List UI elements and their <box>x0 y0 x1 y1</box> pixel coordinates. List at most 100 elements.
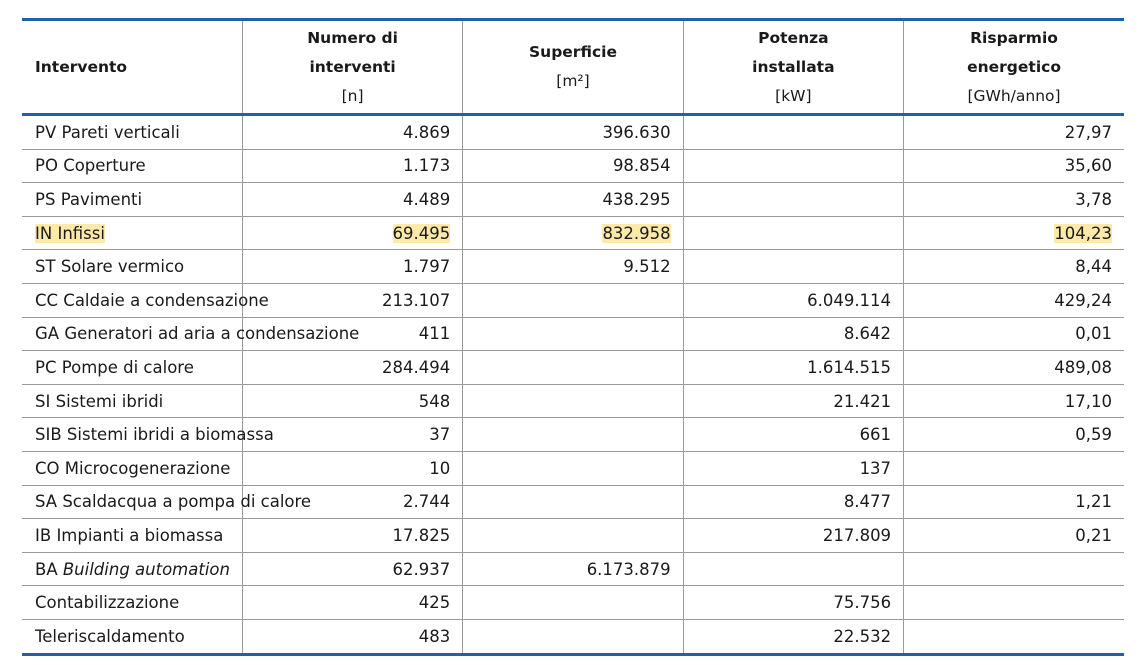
column-header: Potenza installata [kW] <box>682 19 904 116</box>
table-row: BA Building automation 62.937 6.173.879 <box>22 551 1124 586</box>
value-text: 661 <box>859 425 892 445</box>
value-cell: 548 <box>241 383 463 418</box>
value-text: 0,01 <box>1075 324 1112 344</box>
column-header: Intervento <box>22 19 243 116</box>
header-title: installata <box>752 57 835 76</box>
value-cell: 489,08 <box>903 350 1124 385</box>
label-text: Teleriscaldamento <box>35 627 185 646</box>
value-cell: 98.854 <box>462 148 684 183</box>
data-table: Intervento Numero di interventi [n] Superfic… <box>22 18 1124 656</box>
value-text: 8.642 <box>843 324 892 344</box>
label-code: CO <box>35 458 60 478</box>
value-text: 4.869 <box>403 122 451 142</box>
label-name: Scaldacqua a pompa di calore <box>62 492 312 512</box>
label-code: BA <box>35 559 58 579</box>
value-cell: 62.937 <box>241 551 463 586</box>
value-text: 21.421 <box>833 391 892 411</box>
row-label: Teleriscaldamento <box>22 618 243 654</box>
label-code: GA <box>35 324 60 344</box>
value-text: 137 <box>859 458 892 478</box>
value-text: 1.614.515 <box>807 357 892 377</box>
value-text: 0,59 <box>1075 425 1112 445</box>
label-text: SI Sistemi ibridi <box>35 392 163 411</box>
header-unit: [n] <box>341 86 364 105</box>
value-cell: 213.107 <box>241 282 463 318</box>
value-cell: 137 <box>682 450 904 486</box>
row-label: IN Infissi <box>22 215 243 250</box>
value-cell: 6.173.879 <box>462 551 684 586</box>
value-text: 438.295 <box>602 189 671 209</box>
label-name: Generatori ad aria a condensazione <box>64 324 360 344</box>
value-cell: 429,24 <box>903 282 1124 318</box>
row-label: SIB Sistemi ibridi a biomassa <box>22 417 274 452</box>
value-cell <box>682 182 904 217</box>
value-text: 1.173 <box>403 156 451 176</box>
value-text: 548 <box>418 391 451 411</box>
column-header: Risparmio energetico [GWh/anno] <box>903 19 1124 116</box>
value-cell: 661 <box>682 417 904 452</box>
column-header: Numero di interventi [n] <box>241 19 463 116</box>
value-cell <box>462 316 684 351</box>
value-text: 69.495 <box>392 223 451 243</box>
label-name: Impianti a biomassa <box>56 525 224 545</box>
table-row: SIB Sistemi ibridi a biomassa 37 661 0,59 <box>22 417 1124 452</box>
label-code: IN <box>35 223 53 243</box>
label-text: BA Building automation <box>35 560 230 579</box>
value-cell: 75.756 <box>682 585 904 620</box>
header-title: Intervento <box>35 57 128 76</box>
row-label: Contabilizzazione <box>22 585 243 620</box>
value-cell <box>682 148 904 183</box>
row-label: PS Pavimenti <box>22 182 243 217</box>
value-text: 411 <box>418 324 451 344</box>
value-cell: 411 <box>241 316 463 351</box>
value-cell: 22.532 <box>682 618 904 654</box>
label-text: SA Scaldacqua a pompa di calore <box>35 492 311 511</box>
label-name: Microcogenerazione <box>64 458 231 478</box>
table-row: PO Coperture 1.173 98.854 35,60 <box>22 148 1124 183</box>
value-text: 35,60 <box>1064 156 1112 176</box>
value-cell: 4.869 <box>241 114 463 150</box>
label-code: PS <box>35 189 56 209</box>
label-name: Pareti verticali <box>61 122 180 142</box>
label-code: SI <box>35 391 51 411</box>
value-text: 284.494 <box>382 357 451 377</box>
value-text: 6.173.879 <box>586 559 671 579</box>
header-title: Numero di <box>307 28 398 47</box>
value-cell: 4.489 <box>241 182 463 217</box>
label-name: Pompe di calore <box>61 357 194 377</box>
value-cell: 2.744 <box>241 484 463 519</box>
table-row: PS Pavimenti 4.489 438.295 3,78 <box>22 182 1124 217</box>
label-name: Coperture <box>63 156 146 176</box>
table-row: ST Solare vermico 1.797 9.512 8,44 <box>22 249 1124 284</box>
table-row: SI Sistemi ibridi 548 21.421 17,10 <box>22 383 1124 418</box>
value-cell <box>682 114 904 150</box>
label-text: PS Pavimenti <box>35 190 142 209</box>
value-text: 104,23 <box>1054 223 1112 243</box>
value-text: 832.958 <box>602 223 671 243</box>
label-text: ST Solare vermico <box>35 257 184 276</box>
value-cell: 217.809 <box>682 518 904 553</box>
value-text: 6.049.114 <box>807 290 892 310</box>
value-text: 8.477 <box>843 492 892 512</box>
value-text: 429,24 <box>1054 290 1112 310</box>
label-name: Solare vermico <box>60 257 185 277</box>
value-cell: 832.958 <box>462 215 684 250</box>
value-text: 489,08 <box>1054 357 1112 377</box>
value-cell <box>462 484 684 519</box>
label-text: Contabilizzazione <box>35 593 179 612</box>
table-row: CO Microcogenerazione 10 137 <box>22 450 1124 486</box>
value-text: 425 <box>418 593 451 613</box>
value-text: 98.854 <box>612 156 671 176</box>
value-cell: 9.512 <box>462 249 684 284</box>
value-cell: 6.049.114 <box>682 282 904 318</box>
label-code: CC <box>35 290 59 310</box>
value-cell <box>462 518 684 553</box>
header-unit: [GWh/anno] <box>967 86 1061 105</box>
label-text: SIB Sistemi ibridi a biomassa <box>35 425 274 444</box>
value-cell <box>462 350 684 385</box>
label-name: Contabilizzazione <box>35 593 180 613</box>
value-text: 10 <box>429 458 451 478</box>
table-row: SA Scaldacqua a pompa di calore 2.744 8.47… <box>22 484 1124 519</box>
value-cell <box>682 551 904 586</box>
